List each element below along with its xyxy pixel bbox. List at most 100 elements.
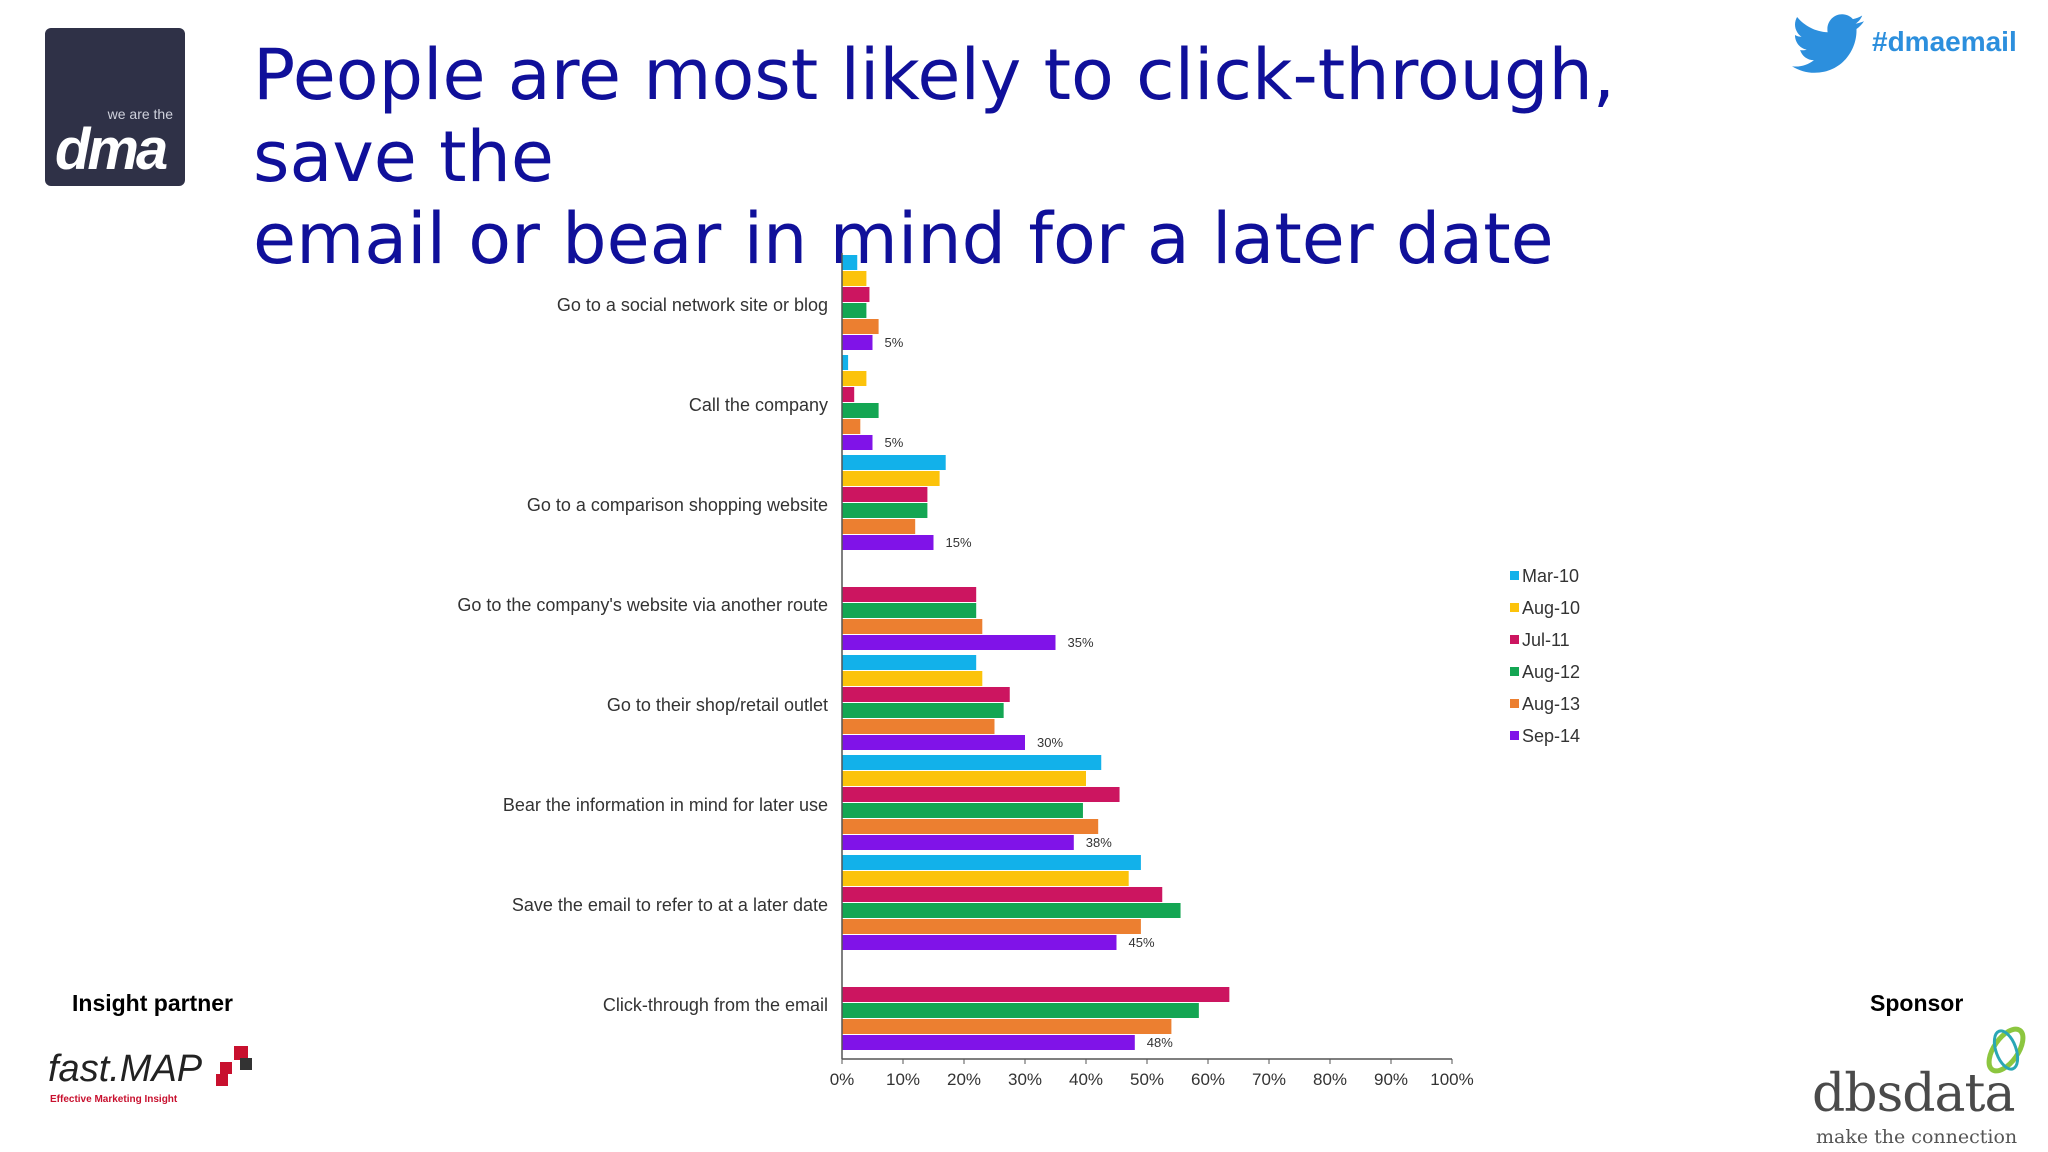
bar-jul-11 <box>842 887 1163 902</box>
fastmap-wordmark: fast.MAP <box>48 1048 203 1090</box>
sponsor-label: Sponsor <box>1870 990 1964 1016</box>
dbsdata-wordmark: dbsdata <box>1812 1064 2015 1124</box>
data-label: 5% <box>885 435 904 450</box>
x-tick-label: 10% <box>886 1070 920 1089</box>
bar-aug-13 <box>842 919 1141 934</box>
category-label: Click-through from the email <box>603 995 828 1015</box>
x-tick-label: 70% <box>1252 1070 1286 1089</box>
x-tick-label: 60% <box>1191 1070 1225 1089</box>
x-tick-label: 20% <box>947 1070 981 1089</box>
page-title-line-2: email or bear in mind for a later date <box>253 198 1554 280</box>
bar-mar-10 <box>842 655 977 670</box>
bar-mar-10 <box>842 455 946 470</box>
bar-jul-11 <box>842 287 870 302</box>
bar-aug-13 <box>842 1019 1172 1034</box>
bar-aug-10 <box>842 771 1086 786</box>
bar-sep-14 <box>842 1035 1135 1050</box>
bar-aug-12 <box>842 403 879 418</box>
bar-sep-14 <box>842 735 1025 750</box>
x-tick-label: 40% <box>1069 1070 1103 1089</box>
data-label: 30% <box>1037 735 1063 750</box>
dbsdata-tagline: make the connection <box>1816 1126 2018 1148</box>
bar-sep-14 <box>842 635 1056 650</box>
bar-aug-10 <box>842 471 940 486</box>
bar-mar-10 <box>842 855 1141 870</box>
bar-aug-13 <box>842 619 983 634</box>
bar-aug-13 <box>842 319 879 334</box>
dma-logo: we are the dma <box>45 28 185 186</box>
bar-jul-11 <box>842 687 1010 702</box>
dbsdata-logo: dbsdata make the connection <box>1812 1022 2042 1148</box>
legend-label: Aug-13 <box>1522 694 1580 714</box>
legend-label: Aug-12 <box>1522 662 1580 682</box>
legend-swatch-aug-10 <box>1510 603 1519 612</box>
hashtag: #dmaemail <box>1872 26 2017 57</box>
category-label: Bear the information in mind for later u… <box>503 795 828 815</box>
bar-aug-10 <box>842 871 1129 886</box>
data-label: 5% <box>885 335 904 350</box>
dma-logo-tagline: we are the <box>107 106 173 122</box>
legend-swatch-jul-11 <box>1510 635 1519 644</box>
legend-swatch-aug-12 <box>1510 667 1519 676</box>
bar-aug-13 <box>842 519 916 534</box>
legend-swatch-aug-13 <box>1510 699 1519 708</box>
bar-aug-12 <box>842 303 867 318</box>
twitter-bird-icon <box>1792 14 1864 73</box>
bar-sep-14 <box>842 335 873 350</box>
bar-aug-12 <box>842 803 1083 818</box>
bar-aug-12 <box>842 703 1004 718</box>
dma-logo-wordmark: dma <box>55 117 168 182</box>
bar-mar-10 <box>842 755 1102 770</box>
bar-sep-14 <box>842 835 1074 850</box>
bar-aug-13 <box>842 719 995 734</box>
data-label: 35% <box>1068 635 1094 650</box>
bar-mar-10 <box>842 255 858 270</box>
legend-label: Sep-14 <box>1522 726 1580 746</box>
bar-aug-10 <box>842 371 867 386</box>
x-tick-label: 50% <box>1130 1070 1164 1089</box>
category-label: Call the company <box>689 395 828 415</box>
data-label: 38% <box>1086 835 1112 850</box>
legend-swatch-mar-10 <box>1510 571 1519 580</box>
bar-aug-10 <box>842 271 867 286</box>
category-label: Go to the company's website via another … <box>457 595 828 615</box>
x-tick-label: 0% <box>830 1070 855 1089</box>
fastmap-tagline: Effective Marketing Insight <box>50 1094 178 1105</box>
bar-aug-12 <box>842 503 928 518</box>
legend-label: Mar-10 <box>1522 566 1579 586</box>
bar-sep-14 <box>842 435 873 450</box>
data-label: 45% <box>1129 935 1155 950</box>
x-tick-label: 30% <box>1008 1070 1042 1089</box>
bar-aug-12 <box>842 903 1181 918</box>
category-label: Go to a comparison shopping website <box>527 495 828 515</box>
page-title-line-1: People are most likely to click-through,… <box>253 34 1616 198</box>
bar-jul-11 <box>842 787 1120 802</box>
data-label: 15% <box>946 535 972 550</box>
bar-sep-14 <box>842 535 934 550</box>
bar-aug-13 <box>842 419 861 434</box>
bar-sep-14 <box>842 935 1117 950</box>
bar-jul-11 <box>842 987 1230 1002</box>
bar-aug-12 <box>842 603 977 618</box>
insight-partner-label: Insight partner <box>72 990 234 1016</box>
category-label: Go to their shop/retail outlet <box>607 695 828 715</box>
x-tick-label: 100% <box>1430 1070 1473 1089</box>
bar-mar-10 <box>842 355 849 370</box>
category-label: Save the email to refer to at a later da… <box>512 895 828 915</box>
category-label: Go to a social network site or blog <box>557 295 828 315</box>
bar-jul-11 <box>842 487 928 502</box>
legend-label: Jul-11 <box>1522 630 1570 650</box>
fastmap-squares-icon <box>216 1046 252 1086</box>
fastmap-logo: fast.MAP Effective Marketing Insight <box>48 1044 268 1114</box>
legend-swatch-sep-14 <box>1510 731 1519 740</box>
legend-label: Aug-10 <box>1522 598 1580 618</box>
page-title: People are most likely to click-through,… <box>253 34 1753 280</box>
bar-aug-10 <box>842 671 983 686</box>
x-tick-label: 90% <box>1374 1070 1408 1089</box>
data-label: 48% <box>1147 1035 1173 1050</box>
bar-aug-13 <box>842 819 1099 834</box>
bar-jul-11 <box>842 387 855 402</box>
x-tick-label: 80% <box>1313 1070 1347 1089</box>
bar-jul-11 <box>842 587 977 602</box>
